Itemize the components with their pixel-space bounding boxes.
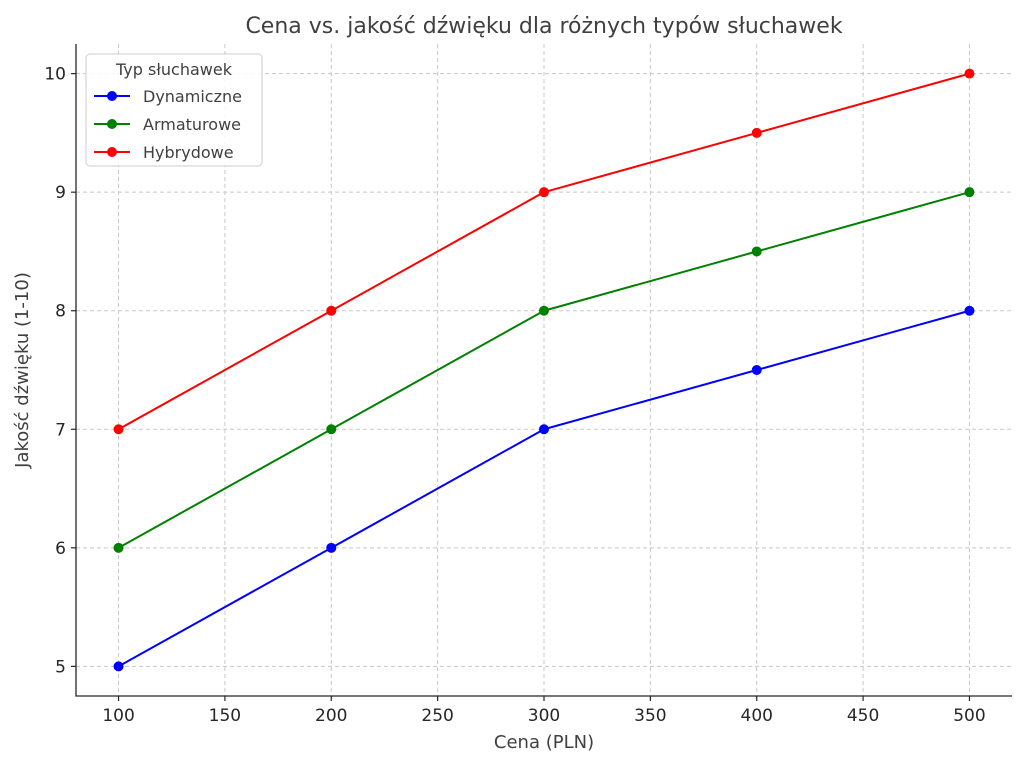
y-axis-label: Jakość dźwięku (1-10) <box>12 272 33 469</box>
x-tick-label: 450 <box>847 706 879 726</box>
x-tick-label: 350 <box>634 706 666 726</box>
data-point <box>326 424 337 435</box>
x-tick-label: 200 <box>315 706 347 726</box>
legend-marker <box>107 147 117 157</box>
data-point <box>326 305 337 316</box>
axis-spines <box>75 44 1012 697</box>
data-point <box>964 305 975 316</box>
series-dynamiczne <box>113 305 975 672</box>
legend-item: Dynamiczne <box>94 87 242 106</box>
data-point <box>751 246 762 257</box>
x-tick-label: 300 <box>528 706 560 726</box>
x-tick-label: 250 <box>421 706 453 726</box>
x-tick-label: 500 <box>953 706 985 726</box>
legend-marker <box>107 119 117 129</box>
legend-item: Armaturowe <box>94 115 241 134</box>
series-layer <box>113 68 975 672</box>
series-armaturowe <box>113 187 975 553</box>
y-tick-label: 8 <box>55 302 66 322</box>
x-tick-label: 100 <box>102 706 134 726</box>
legend-title: Typ słuchawek <box>115 60 233 79</box>
legend-label: Armaturowe <box>143 115 241 134</box>
legend-items: Dynamiczne Armaturowe Hybrydowe <box>94 87 242 162</box>
data-point <box>964 187 975 198</box>
legend-label: Hybrydowe <box>143 143 234 162</box>
ticks-layer: 100 150 200 250 300 350 400 450 500 5 6 7 8 9 10 <box>44 65 985 726</box>
data-point <box>326 542 337 553</box>
y-tick-label: 7 <box>55 420 66 440</box>
data-point <box>751 127 762 138</box>
data-point <box>539 187 549 198</box>
y-tick-label: 6 <box>55 539 66 559</box>
data-point <box>964 68 975 79</box>
data-point <box>113 661 124 672</box>
x-tick-label: 150 <box>209 706 241 726</box>
data-point <box>539 424 549 435</box>
y-tick-label: 5 <box>55 657 66 677</box>
legend-box <box>85 53 263 167</box>
axes-spines <box>75 44 1012 697</box>
x-axis-label: Cena (PLN) <box>494 732 594 753</box>
legend-item: Hybrydowe <box>94 143 234 162</box>
data-point <box>113 424 124 435</box>
data-point <box>113 542 124 553</box>
legend: Typ słuchawek Dynamiczne Armaturowe Hybryd… <box>85 53 263 167</box>
legend-label: Dynamiczne <box>143 87 242 106</box>
data-point <box>751 365 762 375</box>
series-hybrydowe <box>113 68 975 435</box>
y-tick-label: 9 <box>55 183 66 203</box>
y-tick-label: 10 <box>44 65 66 85</box>
legend-marker <box>107 91 117 101</box>
x-tick-label: 400 <box>741 706 773 726</box>
data-point <box>539 305 549 316</box>
chart-title: Cena vs. jakość dźwięku dla różnych typó… <box>245 14 842 39</box>
